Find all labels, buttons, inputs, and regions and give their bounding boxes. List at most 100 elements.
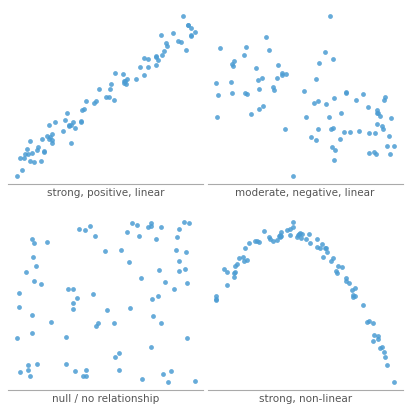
Point [34,147,40,154]
Point [374,110,380,116]
Point [319,241,325,248]
Point [349,286,355,293]
Point [295,232,301,239]
Point [386,151,393,158]
Point [150,312,156,319]
Point [104,307,110,313]
Point [92,232,99,239]
Point [90,290,96,297]
Point [234,261,240,267]
Point [255,239,262,246]
Point [185,21,191,28]
Point [157,319,164,326]
Point [390,378,397,385]
Point [343,278,350,284]
Point [38,136,45,143]
Point [38,281,44,287]
Point [289,219,296,226]
Point [329,55,336,62]
Point [314,236,320,243]
Point [49,139,55,146]
Point [284,227,290,233]
Point [162,278,168,285]
Point [323,100,330,107]
Point [366,150,372,156]
Point [148,223,155,229]
Point [229,89,236,96]
Point [297,229,303,236]
Point [78,117,84,124]
Point [371,332,377,339]
X-axis label: moderate, negative, linear: moderate, negative, linear [236,188,375,198]
Point [167,368,174,375]
Point [79,107,86,113]
Point [158,32,164,38]
Point [30,278,37,285]
Point [247,110,254,117]
Point [271,87,277,93]
Point [14,335,21,341]
Point [49,137,55,144]
Point [79,373,86,380]
Point [377,112,383,119]
Point [213,296,220,302]
Point [314,243,321,250]
Point [23,145,30,152]
Point [63,334,69,340]
Point [331,157,337,163]
Point [246,239,252,246]
Point [328,125,335,132]
Point [66,122,72,129]
Point [255,77,261,84]
Point [64,110,70,117]
Point [315,126,321,133]
Point [327,258,334,264]
Point [188,32,195,39]
Point [386,132,393,139]
Point [232,263,238,269]
Point [21,151,28,158]
Point [106,94,113,100]
Point [93,323,100,329]
Point [381,94,388,101]
Point [353,97,359,103]
Point [95,319,102,326]
Point [283,71,290,77]
Point [364,319,370,325]
Point [123,81,129,88]
Point [276,233,283,239]
Point [145,224,152,231]
Point [340,129,347,135]
Point [240,254,247,260]
Point [322,245,329,251]
Point [289,172,296,179]
Point [163,43,170,49]
Point [136,233,142,240]
Point [33,262,40,269]
Point [229,61,236,68]
Point [213,297,220,303]
Point [217,44,223,51]
Point [343,89,349,95]
Point [92,98,99,104]
Point [224,269,230,276]
Point [261,228,268,234]
Point [28,236,35,242]
Point [380,349,387,356]
Point [388,115,394,121]
Point [173,247,179,253]
Point [191,29,198,36]
Point [279,70,285,76]
Point [256,85,263,92]
Point [25,367,31,373]
Point [177,39,184,45]
Point [155,293,162,300]
Point [381,96,388,103]
Point [141,72,147,78]
Point [328,144,335,150]
Point [326,13,333,20]
Point [155,267,162,274]
Point [293,233,300,240]
Point [81,106,87,112]
Point [326,114,332,121]
